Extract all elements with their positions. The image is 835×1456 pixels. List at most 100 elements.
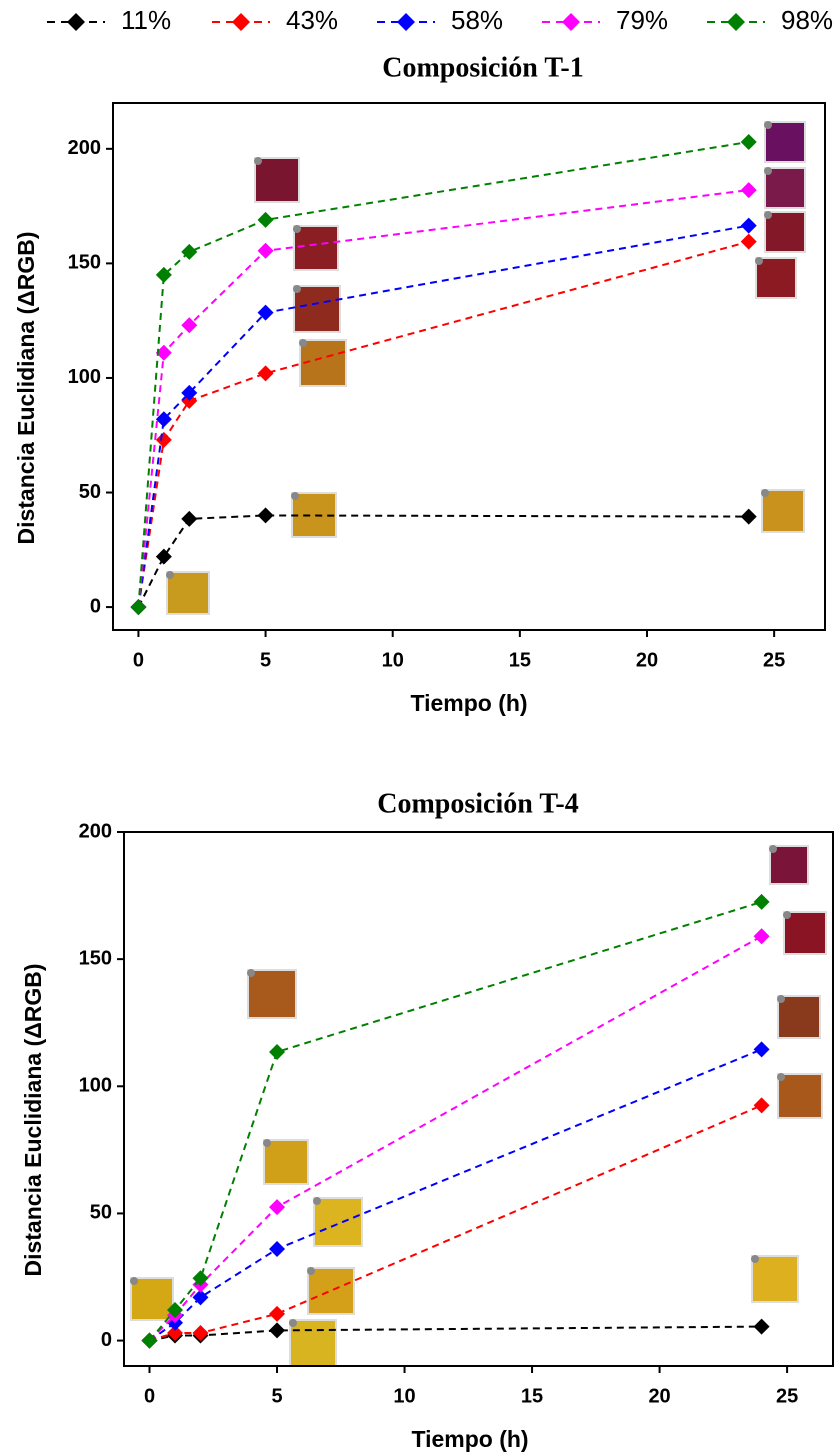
sample-photo: [764, 211, 806, 253]
sample-clip: [783, 911, 791, 919]
sample-photo: [293, 285, 341, 333]
legend-label: 58%: [451, 5, 503, 35]
y-axis-label: Distancia Euclidiana (ΔRGB): [13, 231, 39, 544]
sample-clip: [293, 285, 301, 293]
sample-photo: [764, 167, 806, 209]
series-line: [149, 1104, 762, 1342]
data-point: [192, 1324, 209, 1341]
chart-title: Composición T-1: [382, 52, 584, 83]
sample-photo: [769, 845, 809, 885]
data-point: [181, 317, 198, 334]
sample-clip: [247, 969, 255, 977]
sample-photo: [293, 225, 339, 271]
y-tick-label: 50: [79, 481, 101, 503]
sample-clip: [263, 1139, 271, 1147]
sample-photo: [299, 339, 347, 387]
y-tick-label: 100: [68, 366, 101, 388]
legend-marker: [727, 13, 745, 31]
x-tick-label: 5: [260, 649, 271, 671]
data-point: [753, 1041, 770, 1058]
data-point: [181, 384, 198, 401]
sample-clip: [755, 257, 763, 265]
sample-clip: [254, 157, 262, 165]
plot-frame: [112, 102, 826, 631]
sample-photo: [307, 1267, 355, 1315]
series-line: [137, 140, 749, 608]
sample-clip: [299, 339, 307, 347]
x-tick-label: 20: [648, 1385, 670, 1407]
data-point: [130, 599, 147, 616]
sample-photo: [166, 571, 210, 615]
plot-frame: [123, 831, 834, 1367]
series-line: [149, 1325, 762, 1342]
x-tick-label: 25: [763, 649, 785, 671]
data-point: [155, 431, 172, 448]
data-point: [753, 1318, 770, 1335]
sample-clip: [777, 1073, 785, 1081]
data-point: [269, 1043, 286, 1060]
sample-clip: [307, 1267, 315, 1275]
data-point: [740, 133, 757, 150]
legend-label: 98%: [781, 5, 833, 35]
data-point: [257, 304, 274, 321]
sample-clip: [291, 492, 299, 500]
x-tick-label: 25: [776, 1385, 798, 1407]
x-tick-label: 10: [382, 649, 404, 671]
series-line: [148, 900, 762, 1342]
data-point: [740, 233, 757, 250]
x-tick-label: 10: [393, 1385, 415, 1407]
chart-title: Composición T-4: [377, 788, 579, 819]
series-line: [137, 224, 749, 608]
sample-photo: [751, 1255, 799, 1303]
data-point: [192, 1270, 209, 1287]
legend-label: 43%: [286, 5, 338, 35]
data-point: [141, 1332, 158, 1349]
sample-photo: [289, 1319, 337, 1367]
data-point: [753, 893, 770, 910]
y-tick-label: 50: [90, 1202, 112, 1224]
sample-clip: [769, 845, 777, 853]
y-tick-label: 100: [79, 1075, 112, 1097]
sample-clip: [313, 1197, 321, 1205]
sample-photo: [777, 995, 821, 1039]
sample-photo: [313, 1197, 363, 1247]
sample-clip: [293, 225, 301, 233]
data-point: [155, 266, 172, 283]
data-point: [257, 507, 274, 524]
sample-photo: [783, 911, 827, 955]
sample-clip: [130, 1277, 138, 1285]
sample-clip: [751, 1255, 759, 1263]
sample-photo: [247, 969, 297, 1019]
data-point: [181, 510, 198, 527]
x-axis-label: Tiempo (h): [410, 690, 527, 716]
y-tick-label: 150: [79, 947, 112, 969]
x-tick-label: 20: [636, 649, 658, 671]
sample-photo: [755, 257, 797, 299]
data-point: [167, 1324, 184, 1341]
series-line: [148, 1048, 762, 1342]
data-point: [192, 1289, 209, 1306]
sample-photo: [130, 1277, 174, 1321]
data-point: [155, 411, 172, 428]
x-tick-label: 15: [509, 649, 531, 671]
y-tick-label: 200: [68, 137, 101, 159]
data-point: [269, 1199, 286, 1216]
x-tick-label: 15: [521, 1385, 543, 1407]
data-point: [181, 243, 198, 260]
data-point: [257, 242, 274, 259]
legend-label: 79%: [616, 5, 668, 35]
x-tick-label: 5: [271, 1385, 282, 1407]
data-point: [740, 508, 757, 525]
data-point: [257, 211, 274, 228]
sample-photo: [761, 489, 805, 533]
data-point: [269, 1305, 286, 1322]
x-axis-label: Tiempo (h): [411, 1426, 528, 1452]
y-tick-label: 200: [79, 820, 112, 842]
sample-clip: [761, 489, 769, 497]
legend-marker: [397, 13, 415, 31]
series-line: [137, 189, 749, 608]
legend-marker: [562, 13, 580, 31]
legend-marker: [67, 13, 85, 31]
sample-clip: [166, 571, 174, 579]
